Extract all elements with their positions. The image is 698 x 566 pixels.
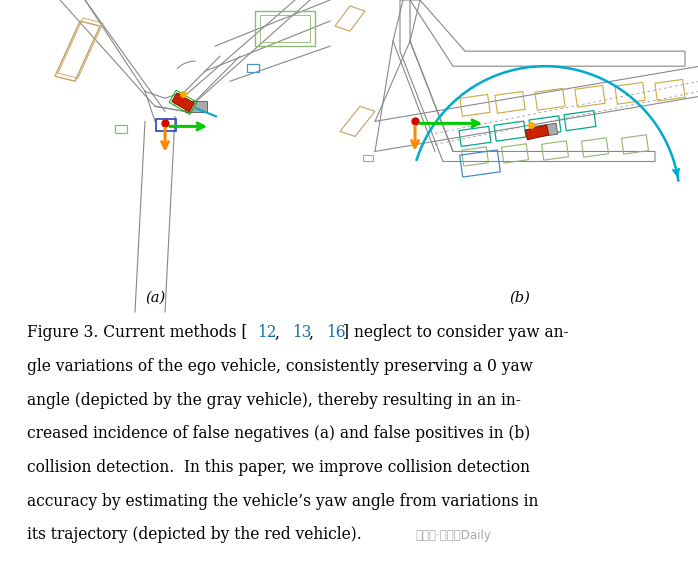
Text: (a): (a) — [145, 291, 165, 305]
Text: 公众号·自动驾Daily: 公众号·自动驾Daily — [415, 529, 491, 542]
Text: (b): (b) — [510, 291, 530, 305]
Text: collision detection.  In this paper, we improve collision detection: collision detection. In this paper, we i… — [27, 459, 530, 476]
Bar — [255, 11, 315, 46]
Polygon shape — [172, 93, 194, 112]
Bar — [260, 15, 310, 42]
Bar — [156, 119, 176, 131]
Text: ,: , — [309, 324, 318, 341]
Text: its trajectory (depicted by the red vehicle).: its trajectory (depicted by the red vehi… — [27, 526, 362, 543]
Text: 13: 13 — [292, 324, 311, 341]
Text: ] neglect to consider yaw an-: ] neglect to consider yaw an- — [343, 324, 569, 341]
Text: 12: 12 — [258, 324, 277, 341]
Polygon shape — [525, 125, 549, 140]
Bar — [247, 64, 259, 72]
Text: gle variations of the ego vehicle, consistently preserving a 0 yaw: gle variations of the ego vehicle, consi… — [27, 358, 533, 375]
Text: ,: , — [274, 324, 284, 341]
Polygon shape — [185, 101, 207, 112]
Text: creased incidence of false negatives (a) and false positives in (b): creased incidence of false negatives (a)… — [27, 425, 530, 442]
Bar — [363, 156, 373, 161]
Polygon shape — [533, 123, 558, 138]
Bar — [115, 126, 127, 134]
Text: 16: 16 — [326, 324, 346, 341]
Text: Figure 3. Current methods [: Figure 3. Current methods [ — [27, 324, 247, 341]
Text: angle (depicted by the gray vehicle), thereby resulting in an in-: angle (depicted by the gray vehicle), th… — [27, 392, 521, 409]
Text: accuracy by estimating the vehicle’s yaw angle from variations in: accuracy by estimating the vehicle’s yaw… — [27, 492, 538, 509]
